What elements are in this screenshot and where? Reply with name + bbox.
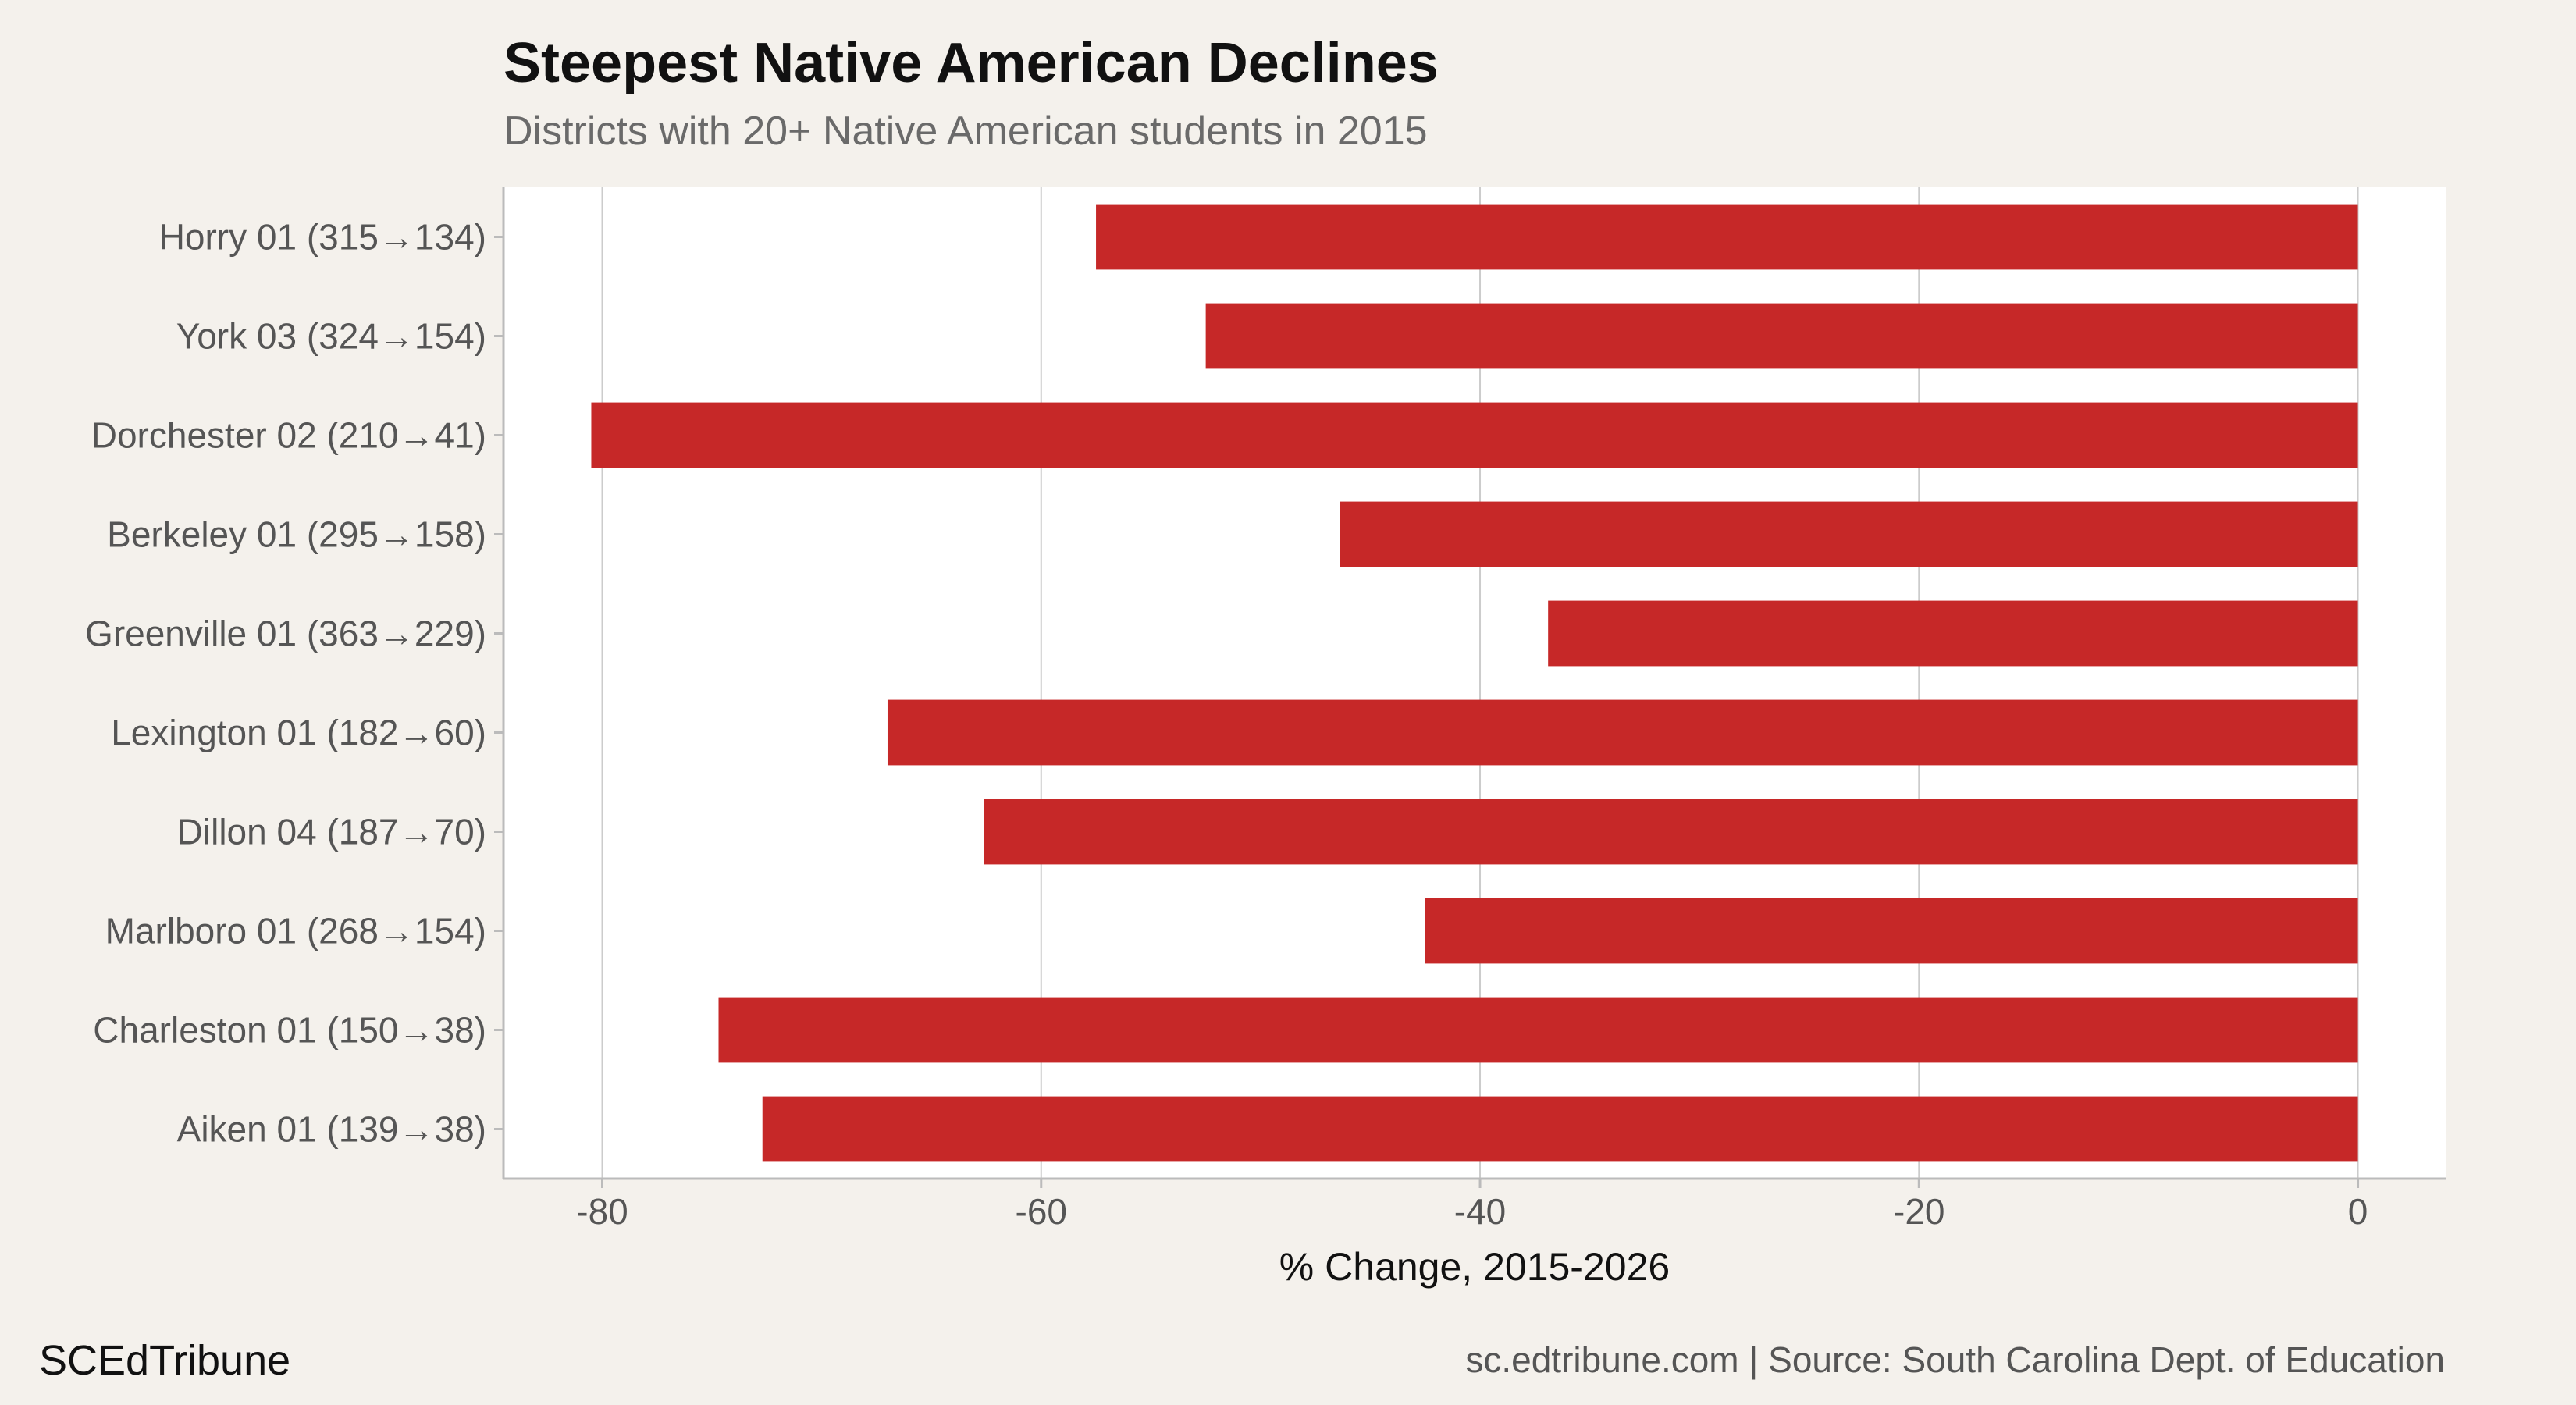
source-credit: sc.edtribune.com | Source: South Carolin… (1465, 1339, 2445, 1380)
category-label: Lexington 01 (182→60) (111, 713, 486, 753)
chart-title: Steepest Native American Declines (503, 32, 1439, 94)
chart-subtitle: Districts with 20+ Native American stude… (503, 108, 1428, 154)
bar (762, 1096, 2358, 1162)
bar (1425, 898, 2358, 964)
bar (887, 699, 2358, 766)
category-label: Dillon 04 (187→70) (177, 812, 486, 852)
bar (591, 402, 2358, 468)
category-label: York 03 (324→154) (176, 316, 486, 357)
brand-logo-text: SCEdTribune (39, 1337, 291, 1384)
category-label: Marlboro 01 (268→154) (105, 911, 486, 951)
x-axis-title: % Change, 2015-2026 (1279, 1245, 1670, 1289)
x-tick-label: -40 (1454, 1191, 1506, 1232)
bar (1096, 204, 2358, 270)
category-label: Horry 01 (315→134) (159, 217, 486, 258)
category-label: Aiken 01 (139→38) (177, 1109, 486, 1150)
x-tick-label: -20 (1893, 1191, 1944, 1232)
x-tick-label: 0 (2348, 1191, 2368, 1232)
x-tick-label: -80 (576, 1191, 628, 1232)
category-label: Berkeley 01 (295→158) (107, 514, 486, 555)
bar (1340, 501, 2358, 567)
category-label: Dorchester 02 (210→41) (91, 415, 486, 456)
x-tick-label: -60 (1016, 1191, 1067, 1232)
bar (1205, 303, 2358, 369)
category-label: Greenville 01 (363→229) (85, 614, 486, 654)
category-label: Charleston 01 (150→38) (93, 1010, 486, 1051)
bar (984, 799, 2358, 865)
bar (718, 997, 2358, 1063)
bar (1548, 600, 2358, 667)
